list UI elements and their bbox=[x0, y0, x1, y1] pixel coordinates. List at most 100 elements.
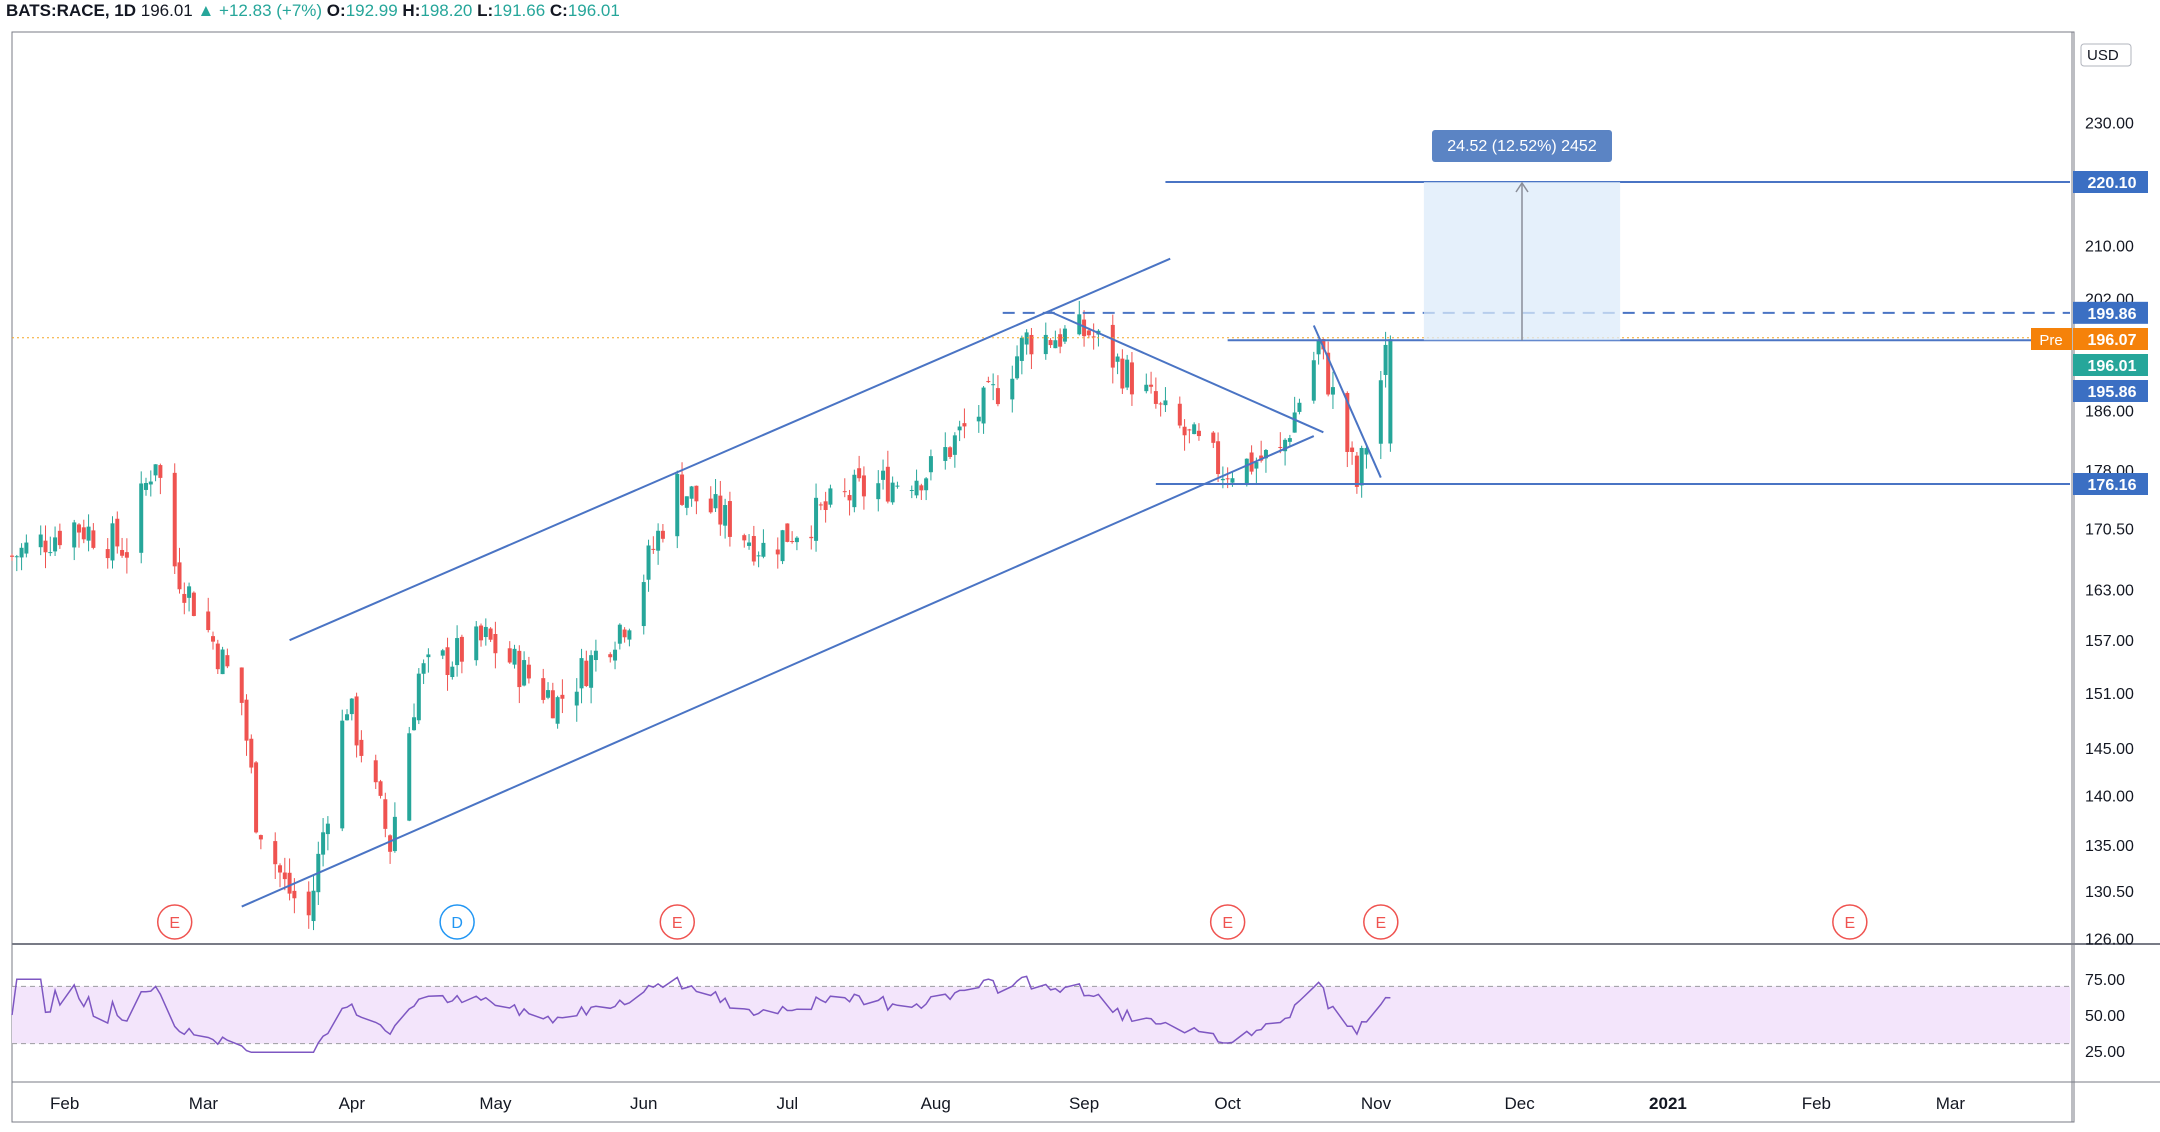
candle-body bbox=[124, 552, 129, 558]
price-axis-tick: 157.00 bbox=[2085, 633, 2134, 650]
currency-box bbox=[2080, 43, 2132, 67]
candle-body bbox=[148, 481, 153, 485]
candle-body bbox=[579, 658, 584, 689]
candle-body bbox=[861, 475, 866, 497]
symbol-header: BATS:RACE, 1D 196.01 ▲ +12.83 (+7%) O: 19… bbox=[6, 0, 620, 22]
time-axis-label: 2021 bbox=[1649, 1094, 1687, 1113]
candle-body bbox=[814, 497, 819, 541]
candle-body bbox=[622, 629, 627, 638]
candle-body bbox=[713, 494, 718, 509]
candle-body bbox=[273, 841, 278, 865]
candle-body bbox=[794, 537, 799, 543]
candle-body bbox=[842, 491, 847, 493]
candle-body bbox=[38, 534, 43, 548]
candle-body bbox=[823, 501, 828, 510]
candle-body bbox=[1364, 448, 1369, 455]
candle-body bbox=[522, 660, 527, 686]
candle-body bbox=[412, 717, 417, 731]
candle-body bbox=[14, 556, 19, 558]
symbol-name[interactable]: BATS:RACE, 1D bbox=[6, 1, 137, 20]
candle-body bbox=[105, 549, 110, 559]
candle-body bbox=[761, 542, 766, 557]
candle-body bbox=[1120, 358, 1125, 389]
price-axis-tick: 130.50 bbox=[2085, 884, 2134, 901]
candle-body bbox=[191, 592, 196, 616]
price-tag-box bbox=[2073, 473, 2148, 495]
candle-body bbox=[507, 648, 512, 663]
candle-body bbox=[943, 447, 948, 461]
candle-body bbox=[656, 530, 661, 551]
change-value: ▲ +12.83 (+7%) bbox=[197, 1, 323, 20]
candle-body bbox=[976, 416, 981, 422]
candle-body bbox=[325, 823, 330, 835]
time-axis-label: Mar bbox=[1936, 1094, 1966, 1113]
candle-body bbox=[890, 482, 895, 503]
candle-body bbox=[986, 381, 991, 383]
measure-arrow-head bbox=[1515, 181, 1529, 193]
channel-upper-line bbox=[289, 257, 1171, 642]
candle-body bbox=[177, 562, 182, 590]
price-axis-tick: 140.00 bbox=[2085, 789, 2134, 806]
candle-body bbox=[321, 832, 326, 855]
candle-body bbox=[373, 760, 378, 783]
event-marker-label: E bbox=[1222, 915, 1233, 932]
candle-body bbox=[115, 518, 120, 547]
candle-body bbox=[158, 465, 163, 478]
candle-body bbox=[1278, 446, 1283, 448]
candle-body bbox=[675, 473, 680, 537]
candle-body bbox=[1330, 387, 1335, 395]
candle-body bbox=[1263, 449, 1268, 459]
candle-body bbox=[421, 663, 426, 674]
candle-body bbox=[479, 625, 484, 641]
candle-body bbox=[751, 536, 756, 562]
candle-body bbox=[608, 654, 613, 658]
candle-body bbox=[249, 738, 254, 768]
candle-body bbox=[144, 483, 149, 490]
price-tag-box bbox=[2073, 380, 2148, 402]
candle-body bbox=[1388, 339, 1393, 444]
rsi-axis-tick: 50.00 bbox=[2085, 1008, 2125, 1025]
premarket-tag-box bbox=[2031, 328, 2072, 350]
price-axis-tick: 210.00 bbox=[2085, 239, 2134, 256]
price-tag-label: 195.86 bbox=[2088, 384, 2137, 401]
close-value: 196.01 bbox=[567, 1, 620, 20]
candle-body bbox=[1086, 330, 1091, 336]
candle-body bbox=[1153, 391, 1158, 404]
candle-body bbox=[1216, 441, 1221, 475]
candle-body bbox=[641, 582, 646, 627]
candle-body bbox=[215, 643, 220, 670]
event-marker-label: E bbox=[169, 915, 180, 932]
candle-body bbox=[1062, 328, 1067, 342]
candle-body bbox=[718, 495, 723, 525]
candle-body bbox=[139, 483, 144, 553]
last-price: 196.01 bbox=[140, 1, 193, 20]
candle-body bbox=[1177, 403, 1182, 426]
candle-body bbox=[780, 530, 785, 562]
candle-body bbox=[1196, 430, 1201, 437]
candle-body bbox=[1043, 334, 1048, 355]
candle-body bbox=[359, 739, 364, 756]
candle-body bbox=[1321, 339, 1326, 350]
candle-body bbox=[895, 485, 900, 487]
candle-body bbox=[1311, 360, 1316, 401]
rsi-axis-tick: 25.00 bbox=[2085, 1044, 2125, 1061]
low-label: L: bbox=[477, 1, 494, 20]
candle-body bbox=[876, 483, 881, 500]
candle-body bbox=[694, 485, 699, 502]
candle-body bbox=[1187, 429, 1192, 431]
open-label: O: bbox=[326, 1, 346, 20]
event-marker bbox=[439, 904, 475, 940]
currency-label: USD bbox=[2087, 47, 2119, 64]
candle-body bbox=[407, 733, 412, 821]
candle-body bbox=[909, 490, 914, 492]
price-tag-label: 196.01 bbox=[2088, 358, 2137, 375]
rsi-line bbox=[11, 975, 1391, 1054]
time-axis-label: Jul bbox=[776, 1094, 798, 1113]
candle-body bbox=[957, 426, 962, 431]
candle-body bbox=[852, 474, 857, 508]
candle-body bbox=[172, 472, 177, 567]
candle-body bbox=[1230, 478, 1235, 483]
price-tag-label: 176.16 bbox=[2088, 477, 2137, 494]
candle-body bbox=[220, 649, 225, 675]
